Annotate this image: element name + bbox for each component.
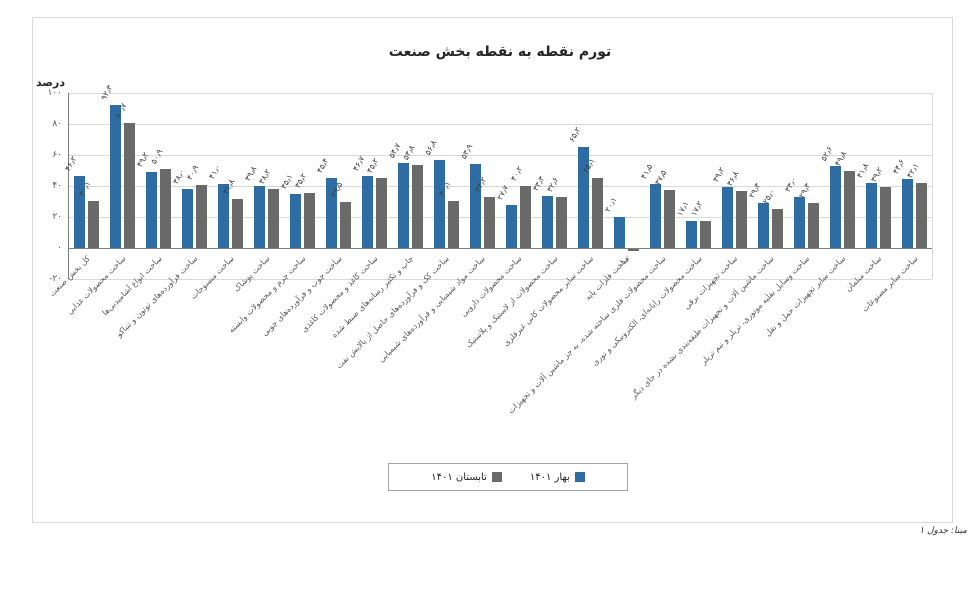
y-axis-unit-label: درصد bbox=[36, 76, 65, 89]
bar-spring bbox=[290, 193, 301, 248]
bar-spring bbox=[542, 196, 553, 248]
bar-spring bbox=[614, 216, 625, 248]
bar-summer bbox=[124, 122, 135, 248]
legend: بهار ۱۴۰۱ تابستان ۱۴۰۱ bbox=[388, 463, 628, 491]
gridline bbox=[68, 155, 932, 156]
gridline bbox=[68, 124, 932, 125]
bar-spring bbox=[326, 177, 337, 248]
plot-right-border bbox=[932, 93, 933, 279]
bar-summer bbox=[196, 184, 207, 248]
bar-summer bbox=[232, 198, 243, 248]
bar-summer bbox=[448, 201, 459, 248]
bar-spring bbox=[74, 176, 85, 248]
bar-summer bbox=[700, 221, 711, 248]
bar-spring bbox=[722, 187, 733, 248]
gridline bbox=[68, 186, 932, 187]
bar-spring bbox=[182, 189, 193, 248]
bar-spring bbox=[758, 202, 769, 248]
bar-spring bbox=[902, 178, 913, 248]
bar-summer bbox=[88, 201, 99, 248]
bar-summer bbox=[412, 164, 423, 248]
bar-spring bbox=[254, 186, 265, 248]
gridline bbox=[68, 279, 932, 280]
bar-spring bbox=[686, 221, 697, 248]
bar-summer bbox=[340, 202, 351, 248]
bar-spring bbox=[470, 164, 481, 248]
gridline bbox=[68, 93, 932, 94]
legend-swatch-summer-icon bbox=[491, 472, 502, 482]
y-tick-label: ۶۰ bbox=[52, 150, 62, 160]
bar-spring bbox=[110, 104, 121, 248]
bar-summer bbox=[304, 193, 315, 248]
bar-summer bbox=[484, 196, 495, 248]
legend-item-summer: تابستان ۱۴۰۱ bbox=[431, 472, 502, 483]
bar-summer bbox=[844, 170, 855, 248]
bar-spring bbox=[830, 166, 841, 248]
bar-spring bbox=[506, 205, 517, 248]
x-axis-line bbox=[68, 248, 932, 249]
bar-summer bbox=[376, 177, 387, 248]
y-tick-label: ۴۰ bbox=[52, 181, 62, 191]
source-note: مبنا: جدول ۱ bbox=[919, 526, 967, 536]
bar-spring bbox=[434, 159, 445, 248]
gridline bbox=[68, 217, 932, 218]
y-tick-label: -۲۰ bbox=[49, 274, 62, 284]
legend-label-summer: تابستان ۱۴۰۱ bbox=[431, 471, 487, 483]
bar-summer bbox=[556, 197, 567, 248]
bar-summer bbox=[628, 249, 639, 251]
legend-swatch-spring-icon bbox=[574, 472, 585, 482]
y-tick-label: ۱۰۰ bbox=[47, 88, 62, 98]
bar-spring bbox=[866, 183, 877, 248]
bar-spring bbox=[146, 171, 157, 248]
bar-spring bbox=[650, 183, 661, 248]
bar-spring bbox=[794, 196, 805, 248]
y-axis-line bbox=[68, 93, 69, 279]
legend-item-spring: بهار ۱۴۰۱ bbox=[530, 472, 585, 483]
y-tick-label: ۰ bbox=[57, 243, 62, 253]
bar-summer bbox=[880, 187, 891, 248]
bar-spring bbox=[578, 146, 589, 248]
y-tick-label: ۸۰ bbox=[52, 119, 62, 129]
bar-summer bbox=[772, 209, 783, 248]
chart-title: تورم نقطه به نقطه بخش صنعت bbox=[388, 44, 612, 60]
bar-spring bbox=[218, 184, 229, 248]
bar-summer bbox=[520, 185, 531, 248]
y-tick-label: ۲۰ bbox=[52, 212, 62, 222]
bar-summer bbox=[160, 169, 171, 248]
bar-summer bbox=[736, 190, 747, 248]
legend-label-spring: بهار ۱۴۰۱ bbox=[529, 471, 570, 483]
bar-spring bbox=[398, 163, 409, 248]
bar-summer bbox=[916, 182, 927, 248]
bar-spring bbox=[362, 175, 373, 248]
bar-summer bbox=[808, 202, 819, 248]
bar-summer bbox=[268, 188, 279, 248]
bar-summer bbox=[592, 178, 603, 248]
bar-summer bbox=[664, 189, 675, 248]
chart-frame bbox=[32, 17, 953, 523]
